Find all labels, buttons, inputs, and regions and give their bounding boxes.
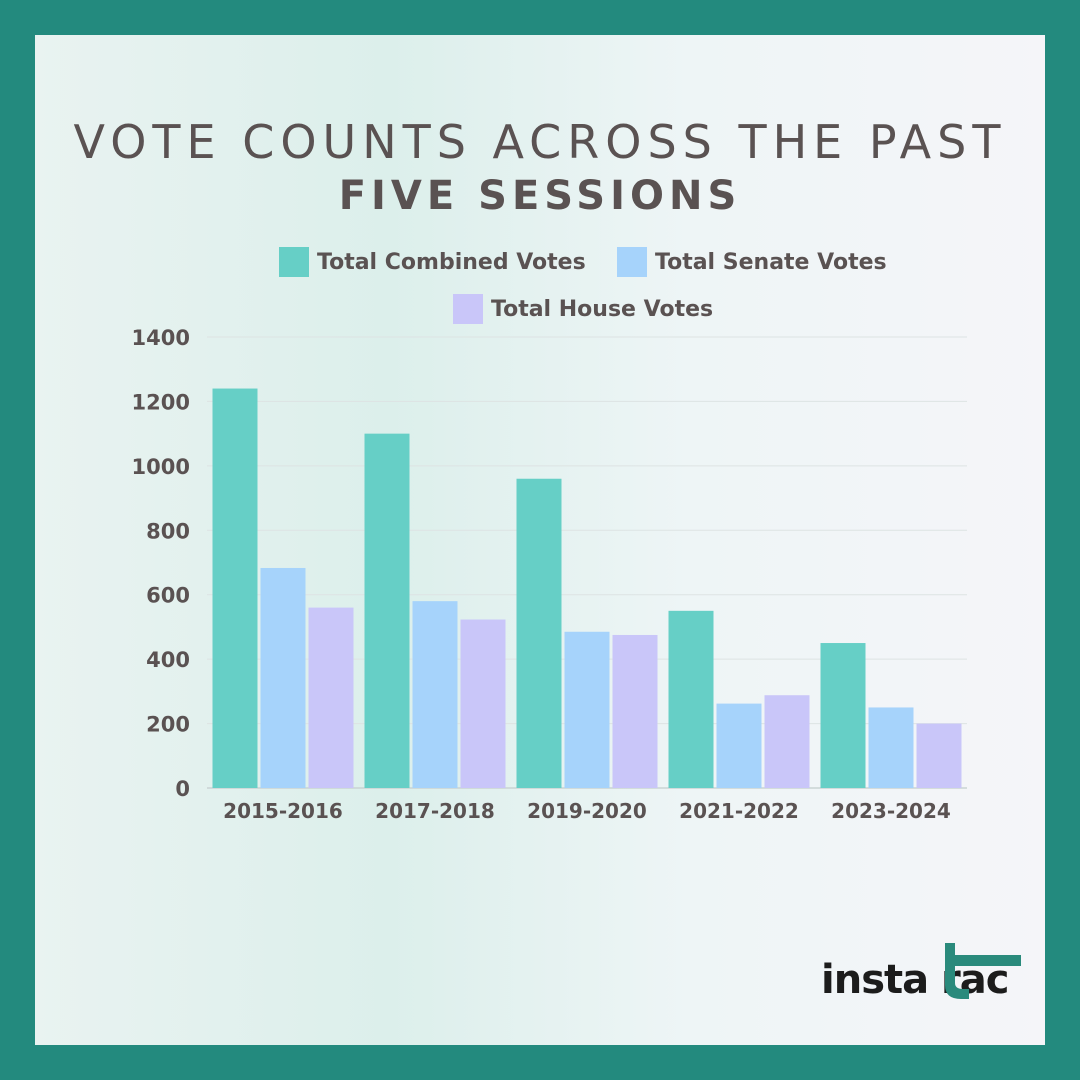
x-category-label: 2021-2022 <box>679 799 799 823</box>
legend-label-house: Total House Votes <box>491 296 714 322</box>
chart-card: VOTE COUNTS ACROSS THE PAST FIVE SESSION… <box>35 35 1045 1045</box>
legend-combined: Total Combined Votes <box>279 246 586 278</box>
y-tick-label: 200 <box>146 713 190 737</box>
bar-chart: 0 200 400 600 800 1000 1200 1400 2015-2016 2017-2… <box>132 326 967 823</box>
x-category-label: 2023-2024 <box>831 799 951 823</box>
bar-total-house-votes-2017-2018 <box>460 619 506 788</box>
y-tick-label: 1200 <box>132 390 190 414</box>
bar-total-senate-votes-2017-2018 <box>412 601 458 788</box>
bar-total-house-votes-2019-2020 <box>612 634 658 788</box>
legend-swatch-combined <box>279 247 309 277</box>
bar-total-senate-votes-2023-2024 <box>868 707 914 788</box>
legend-swatch-house <box>453 294 483 324</box>
bar-total-house-votes-2015-2016 <box>308 607 354 788</box>
y-tick-label: 800 <box>146 519 190 543</box>
bar-total-senate-votes-2015-2016 <box>260 567 306 788</box>
bar-total-combined-votes-2019-2020 <box>516 478 562 788</box>
bar-total-combined-votes-2023-2024 <box>820 643 866 788</box>
legend-senate: Total Senate Votes <box>617 246 887 278</box>
bar-total-house-votes-2021-2022 <box>764 695 810 788</box>
x-category-label: 2019-2020 <box>527 799 647 823</box>
chart-title-line-1: VOTE COUNTS ACROSS THE PAST <box>73 115 1007 169</box>
chart-title-line-2: FIVE SESSIONS <box>338 173 742 219</box>
bar-total-house-votes-2023-2024 <box>916 723 962 788</box>
bar-total-combined-votes-2015-2016 <box>212 388 258 788</box>
bar-total-combined-votes-2017-2018 <box>364 433 410 788</box>
legend-house: Total House Votes <box>453 293 713 325</box>
legend-swatch-senate <box>617 247 647 277</box>
t-letter-mark-icon <box>945 943 1021 999</box>
x-category-label: 2017-2018 <box>375 799 495 823</box>
legend-label-senate: Total Senate Votes <box>655 249 887 275</box>
y-tick-label: 400 <box>146 648 190 672</box>
y-tick-label: 1400 <box>132 326 190 350</box>
y-tick-label: 600 <box>146 584 190 608</box>
y-tick-label: 0 <box>175 777 190 801</box>
bar-total-senate-votes-2021-2022 <box>716 703 762 788</box>
bar-total-combined-votes-2021-2022 <box>668 610 714 788</box>
y-tick-label: 1000 <box>132 455 190 479</box>
bar-total-senate-votes-2019-2020 <box>564 631 610 788</box>
legend-label-combined: Total Combined Votes <box>317 249 586 275</box>
x-category-label: 2015-2016 <box>223 799 343 823</box>
